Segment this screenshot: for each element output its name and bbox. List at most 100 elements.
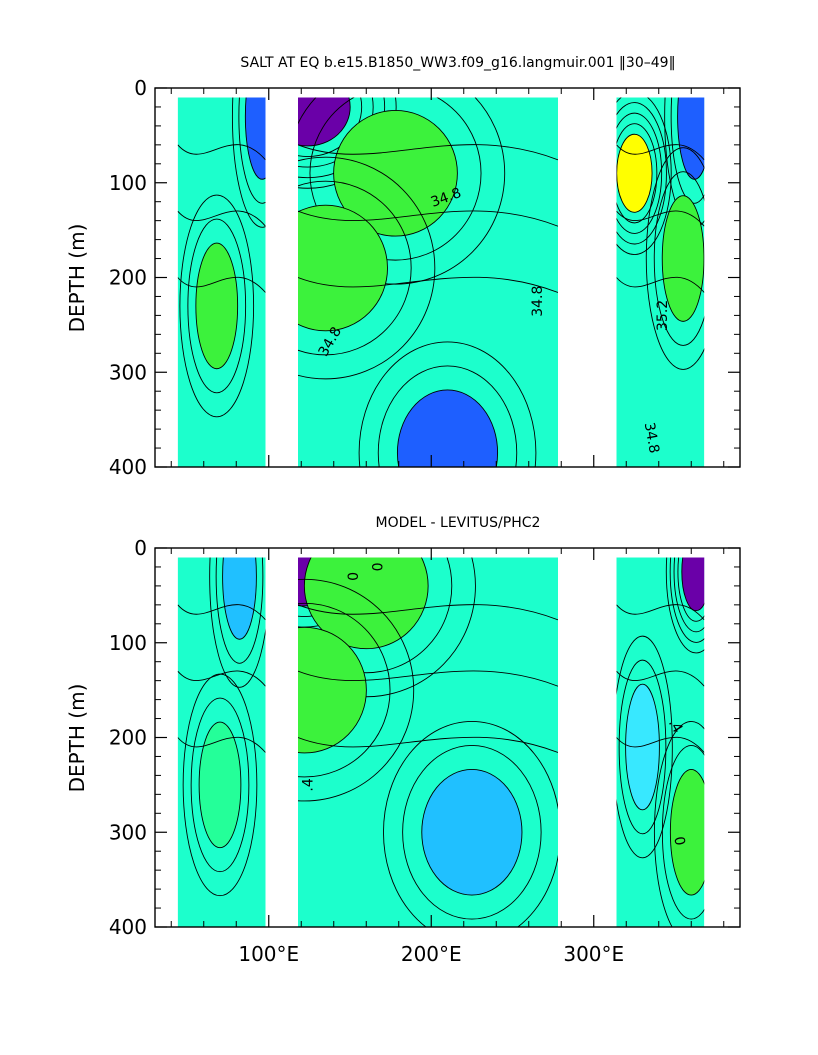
contour-label: 0 xyxy=(371,562,387,571)
contour-high-3 xyxy=(298,578,415,802)
iso-line xyxy=(616,144,705,161)
contour-low-1 xyxy=(222,557,257,640)
iso-line xyxy=(616,670,705,687)
ocean-segment-3 xyxy=(616,557,705,927)
iso-line xyxy=(177,670,266,687)
contour-low-4 xyxy=(383,720,558,927)
ocean-segment-2 xyxy=(298,97,558,467)
contour-high-2 xyxy=(298,557,453,674)
iso-line xyxy=(616,736,705,753)
x-tick-label: 300°E xyxy=(563,942,624,966)
iso-line xyxy=(298,210,558,227)
top-panel-title: SALT AT EQ b.e15.B1850_WW3.f09_g16.langm… xyxy=(240,55,675,71)
y-tick-label: 300 xyxy=(109,360,147,384)
contour-very-high-1 xyxy=(616,97,672,255)
contour-label: 0 xyxy=(670,835,687,847)
contour-high-3 xyxy=(298,204,388,332)
contour-very-low-1 xyxy=(665,557,705,654)
contour-label: 0 xyxy=(346,572,362,581)
iso-line xyxy=(298,670,558,687)
contour-very-high-1 xyxy=(616,123,658,224)
contour-high-3 xyxy=(298,602,391,778)
y-tick-label: 100 xyxy=(109,171,147,195)
iso-line xyxy=(298,604,558,621)
iso-line xyxy=(298,736,558,753)
contour-low-2 xyxy=(670,97,705,204)
contour-very-high-1 xyxy=(616,102,667,245)
contour-very-high-1 xyxy=(616,133,653,213)
contour-very-low-1 xyxy=(298,97,374,168)
y-tick-label: 100 xyxy=(109,631,147,655)
iso-line xyxy=(177,276,266,293)
contour-high-3 xyxy=(661,195,705,322)
contour-very-low-1 xyxy=(673,557,705,633)
contour-label: 34.8 xyxy=(530,286,546,317)
x-tick-label: 100°E xyxy=(238,942,299,966)
y-tick-label: 0 xyxy=(134,76,147,100)
contour-mid_low-2 xyxy=(616,635,673,859)
contour-low-1 xyxy=(238,97,266,204)
contour-low-2 xyxy=(677,97,705,180)
contour-low-4 xyxy=(358,341,537,467)
contour-mid_low-2 xyxy=(618,659,667,835)
ocean-segment-3 xyxy=(616,97,705,467)
contour-very-low-1 xyxy=(298,97,397,189)
contour-very-low-1 xyxy=(298,97,363,157)
y-tick-label: 300 xyxy=(109,820,147,844)
contour-high-2 xyxy=(187,218,247,394)
contour-high-2 xyxy=(309,97,482,261)
ocean-segment-1 xyxy=(177,97,266,467)
iso-line xyxy=(616,604,705,621)
contour-low-1 xyxy=(209,557,266,688)
contour-very-low-1 xyxy=(298,97,386,179)
iso-line xyxy=(177,210,266,227)
ocean-segment-1 xyxy=(177,557,266,927)
y-tick-label: 0 xyxy=(134,536,147,560)
contour-low-1 xyxy=(215,557,264,664)
contour-high-3 xyxy=(661,744,705,920)
contour-low-4 xyxy=(377,365,518,467)
contour-very-high-1 xyxy=(616,112,663,234)
ocean-segment-2 xyxy=(298,557,558,927)
contour-high-3 xyxy=(653,720,705,927)
contour-low-4 xyxy=(396,389,499,467)
contour-low-4 xyxy=(402,744,542,920)
contour-low-4 xyxy=(421,768,523,896)
contour-high-2 xyxy=(303,557,429,650)
contour-high-2 xyxy=(333,110,458,237)
bottom-panel-title: MODEL - LEVITUS/PHC2 xyxy=(376,515,541,531)
y-tick-label: 400 xyxy=(109,915,147,939)
contour-high-2 xyxy=(179,194,255,418)
contour-label: .4 xyxy=(301,778,317,791)
y-tick-label: 200 xyxy=(109,266,147,290)
contour-mid_high-2 xyxy=(190,697,250,873)
iso-line xyxy=(177,604,266,621)
contour-mid_low-2 xyxy=(625,683,660,811)
contour-high-3 xyxy=(298,180,412,356)
contour-label: 34.8 xyxy=(641,421,662,454)
top-y-axis-label: DEPTH (m) xyxy=(65,224,89,333)
contour-high-3 xyxy=(653,171,705,346)
contour-high-3 xyxy=(645,147,705,370)
iso-line xyxy=(616,210,705,227)
iso-line xyxy=(177,144,266,161)
contour-label: 35.2 xyxy=(655,300,671,331)
contour-high-2 xyxy=(195,242,239,370)
contour-low-1 xyxy=(231,97,266,228)
contour-high-3 xyxy=(298,626,367,754)
contour-very-low-1 xyxy=(677,557,705,622)
iso-line xyxy=(616,276,705,293)
y-tick-label: 200 xyxy=(109,726,147,750)
x-tick-label: 200°E xyxy=(401,942,462,966)
iso-line xyxy=(298,144,558,161)
contour-very-low-1 xyxy=(669,557,705,643)
contour-very-low-1 xyxy=(681,557,705,612)
contour-low-1 xyxy=(244,97,266,180)
contour-high-3 xyxy=(298,156,436,380)
contour-mid_high-2 xyxy=(198,721,242,849)
y-tick-label: 400 xyxy=(109,455,147,479)
iso-line xyxy=(298,276,558,293)
